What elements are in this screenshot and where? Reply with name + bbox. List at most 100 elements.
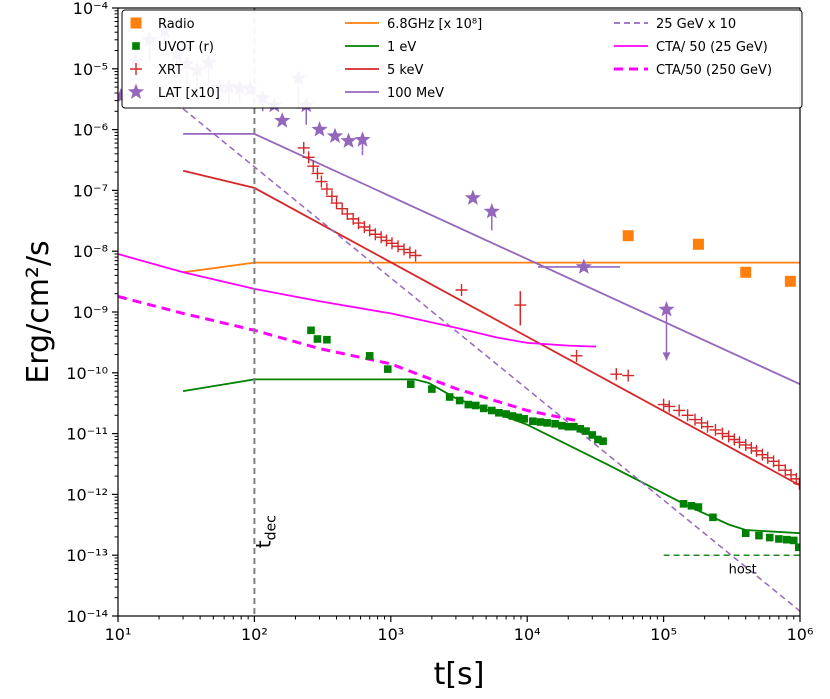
uvot-r-point: [775, 535, 783, 543]
uvot-r-point: [520, 415, 528, 423]
uvot-r-point: [514, 413, 523, 422]
legend: Radio UVOT (r) XRT LAT [x10] 6.8GHz [x 10⁸] 1…: [121, 9, 803, 109]
lat-x10-point: [354, 131, 371, 147]
lat-x10-point: [483, 203, 500, 219]
xrt-point: [716, 427, 729, 440]
legend-swatch-radio: [130, 17, 142, 29]
legend-swatch-lat-x10: [127, 83, 145, 99]
plot-background: [118, 8, 800, 616]
xrt-point: [657, 398, 670, 411]
lat-x10-point: [326, 127, 344, 143]
y-tick-label: 10⁻⁵: [73, 60, 108, 79]
y-tick-label: 10⁻⁴: [73, 0, 108, 18]
lat-x10-point: [274, 112, 291, 128]
legend-label-lat-x10: LAT [x10]: [158, 86, 220, 101]
xrt-point: [514, 299, 527, 312]
xrt-point: [380, 234, 393, 247]
series-line-5-kev: [182, 169, 800, 487]
xrt-point: [745, 441, 758, 454]
uvot-r-point: [307, 326, 315, 335]
model-curves: [118, 108, 800, 612]
xrt-point: [302, 151, 315, 164]
uvot-r-point: [599, 437, 607, 445]
xrt-point: [392, 240, 405, 253]
xrt-point: [709, 423, 722, 436]
legend-label-cta-50-25-gev: CTA/ 50 (25 GeV): [656, 40, 768, 55]
uvot-r-point: [741, 529, 750, 538]
x-tick-label: 10⁶: [787, 625, 814, 644]
xrt-point: [330, 197, 343, 210]
xrt-point: [455, 284, 468, 297]
y-tick-label: 10⁻⁸: [73, 242, 108, 261]
legend-label-25-gev-x-10: 25 GeV x 10: [656, 17, 736, 32]
xrt-point: [341, 207, 354, 220]
x-tick-label: 10²: [241, 625, 268, 644]
xrt-point: [733, 436, 746, 449]
lat-x10-point: [464, 189, 481, 205]
legend-label-6-8ghz-x-10: 6.8GHz [x 10⁸]: [387, 17, 482, 32]
uvot-r-point: [594, 435, 602, 444]
series-line-25-gev-x-10: [182, 108, 800, 612]
x-tick-label: 10⁴: [514, 625, 541, 644]
uvot-r-point: [529, 417, 537, 425]
y-tick-label: 10⁻¹¹: [66, 425, 108, 444]
xrt-point: [673, 404, 686, 417]
uvot-r-point: [428, 385, 436, 393]
uvot-r-point: [679, 500, 688, 508]
uvot-r-point: [755, 531, 763, 540]
xrt-point: [403, 246, 416, 259]
legend-label-uvot-r: UVOT (r): [158, 40, 214, 55]
xrt-point: [701, 420, 714, 433]
uvot-r-point: [536, 418, 545, 426]
uvot-r-point: [464, 400, 473, 409]
xrt-point: [311, 167, 324, 180]
xrt-point: [385, 237, 398, 250]
legend-label-1-ev: 1 eV: [387, 40, 416, 55]
x-axis-title: t[s]: [434, 657, 485, 692]
legend-label-100-mev: 100 MeV: [387, 86, 444, 101]
uvot-r-point: [582, 427, 590, 435]
x-tick-label: 10⁵: [650, 625, 677, 644]
xrt-point: [663, 400, 676, 413]
uvot-r-point: [687, 501, 696, 510]
xrt-point: [681, 409, 694, 422]
uvot-r-point: [709, 513, 717, 522]
xrt-point: [369, 228, 382, 241]
legend-swatch-xrt: [130, 63, 142, 75]
uvot-r-point: [588, 431, 597, 439]
lat-x10-point: [575, 258, 592, 274]
uvot-r-point: [570, 422, 578, 431]
uvot-r-point: [782, 535, 791, 544]
plot-area: [118, 8, 800, 616]
uvot-r-point: [543, 419, 551, 427]
y-axis-title: Erg/cm²/s: [21, 240, 56, 383]
uvot-r-point: [495, 408, 503, 417]
lat-x10-point: [311, 121, 328, 137]
decel-time-label-sub: dec: [263, 515, 279, 540]
uvot-r-point: [694, 503, 703, 511]
legend-swatch-uvot-r: [132, 42, 140, 50]
y-tick-label: 10⁻¹⁴: [66, 607, 108, 626]
xrt-point: [320, 183, 333, 196]
xrt-point: [398, 243, 411, 256]
legend-label-radio: Radio: [158, 17, 195, 32]
uvot-r-point: [789, 536, 798, 545]
y-tick-label: 10⁻⁶: [73, 121, 108, 140]
uvot-r-point: [765, 533, 774, 542]
radio-point: [740, 266, 752, 278]
xrt-point: [307, 160, 320, 173]
xrt-point: [739, 438, 752, 451]
legend-label-cta-50-250-gev: CTA/50 (250 GeV): [656, 63, 772, 78]
series-line-cta-50-250-gev: [118, 295, 580, 423]
axis-ticks: 10¹ 10² 10³ 10⁴ 10⁵ 10⁶ 10⁻¹⁴ 10⁻¹³ 10⁻¹² 10⁻¹¹ 10…: [66, 0, 813, 644]
xrt-point: [790, 472, 800, 485]
xrt-point: [336, 202, 349, 215]
uvot-r-point: [383, 365, 392, 373]
xrt-point: [315, 175, 328, 188]
xrt-point: [622, 369, 635, 382]
uvot-r-point: [472, 401, 480, 410]
x-tick-label: 10³: [377, 625, 404, 644]
uvot-r-point: [479, 404, 488, 413]
xrt-point: [689, 413, 702, 426]
radio-point: [622, 230, 634, 242]
